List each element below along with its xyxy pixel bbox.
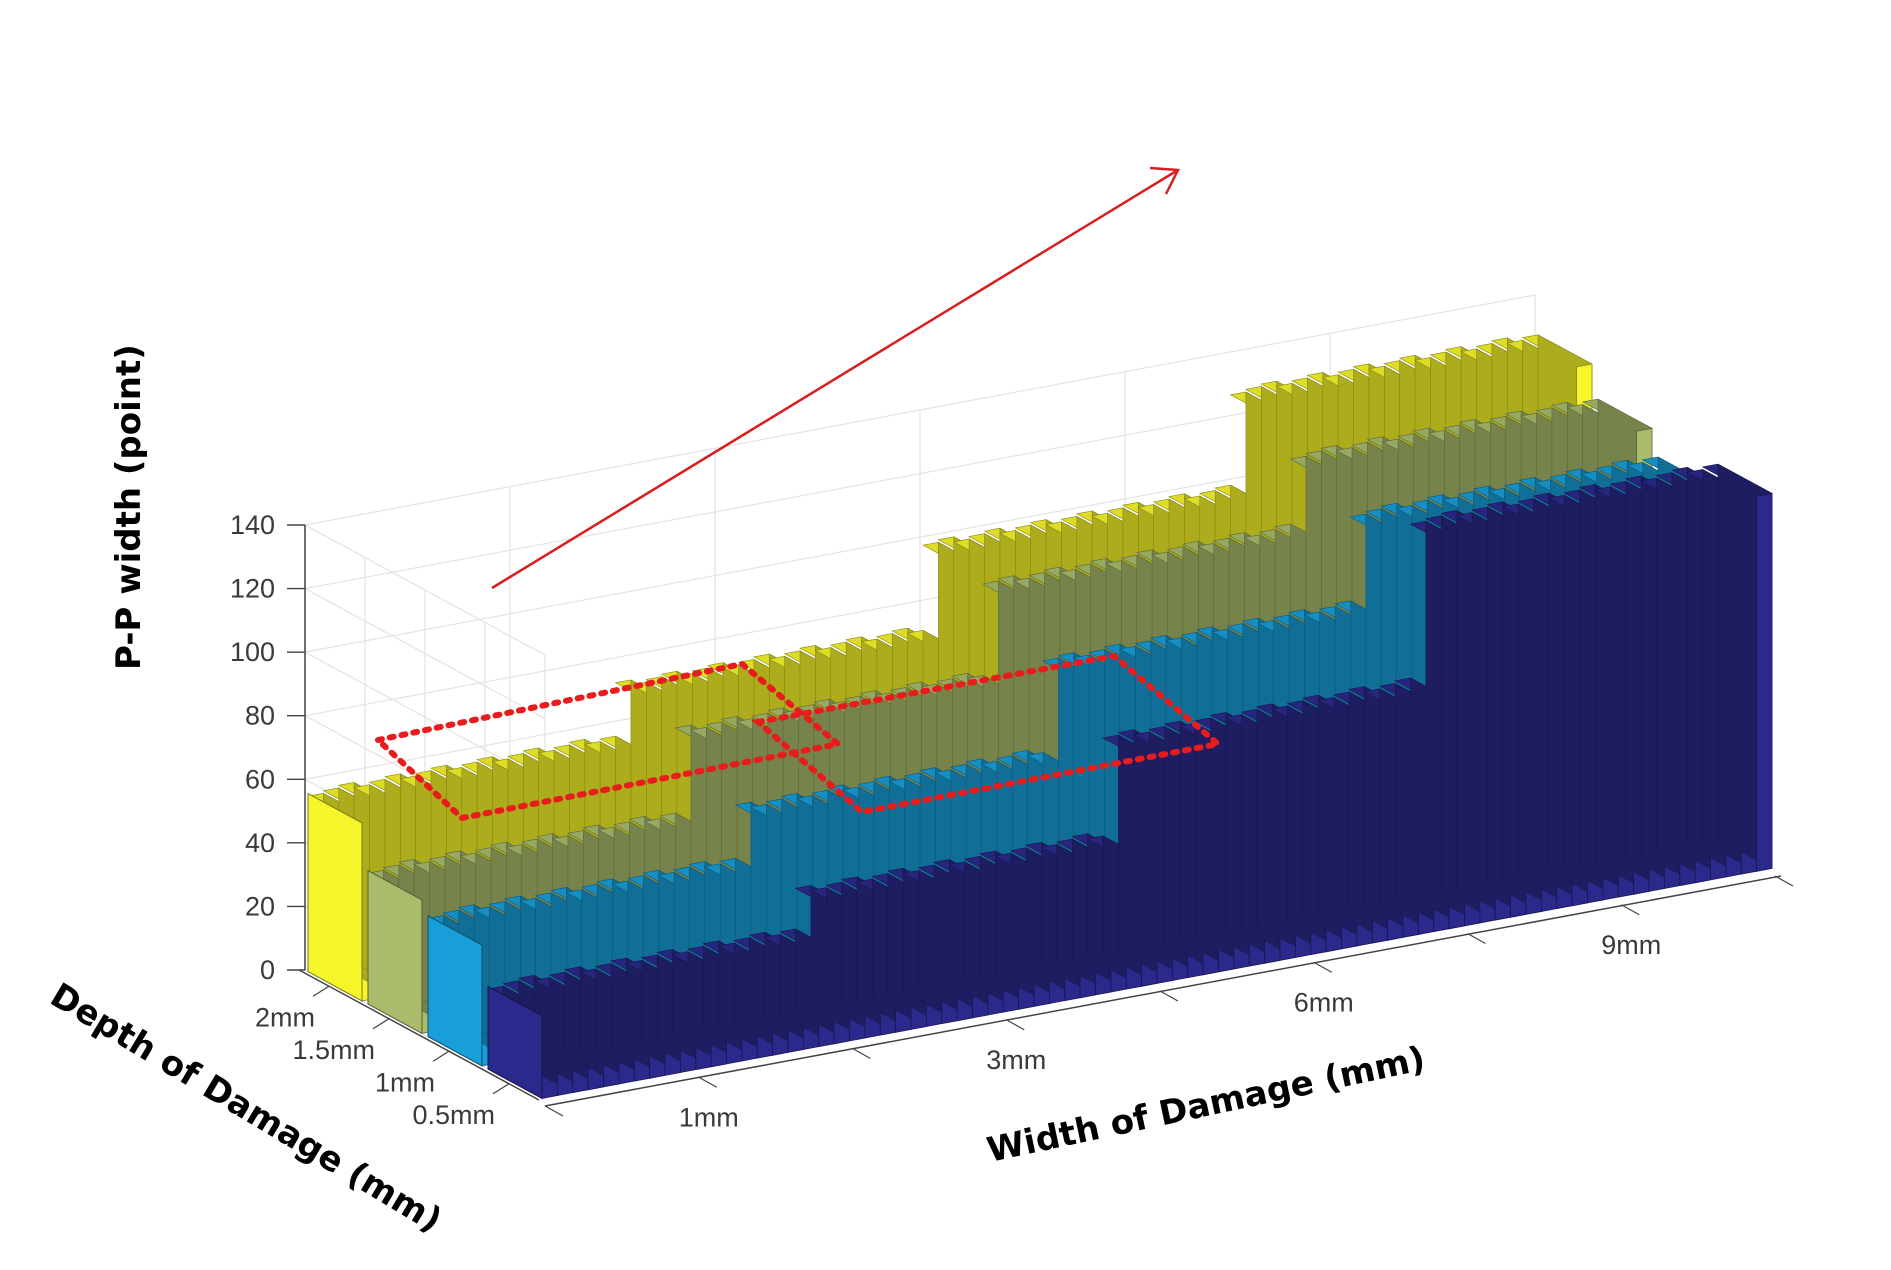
z-axis-ticks: 0 20 40 60 80 100 120 140 <box>230 510 305 985</box>
width-tick-mark <box>1467 932 1486 945</box>
width-tick-mark <box>1620 904 1640 916</box>
depth-tick-mark <box>372 1018 390 1030</box>
width-tick-mark <box>852 1047 871 1060</box>
dashed-highlight-shallow <box>371 660 845 822</box>
trend-arrow-line <box>491 168 1179 590</box>
depth-tick-mark <box>492 1083 510 1095</box>
width-axis-ticks: 1mm 3mm 6mm 9mm <box>544 875 1794 1132</box>
width-axis-line <box>544 875 1782 1107</box>
bar-row-end <box>367 869 423 1035</box>
bar-row-end <box>427 914 483 1067</box>
z-tick-label: 80 <box>245 701 275 731</box>
z-tick-label: 120 <box>230 574 275 604</box>
z-tick-label: 100 <box>230 637 275 667</box>
depth-tick-label: 0.5mm <box>412 1100 495 1130</box>
width-tick-mark <box>1005 1019 1025 1031</box>
width-tick-label: 1mm <box>679 1102 739 1132</box>
z-tick-label: 60 <box>245 764 275 794</box>
bar-row-end <box>307 792 363 1002</box>
depth-tick-label: 1.5mm <box>292 1035 375 1065</box>
width-tick-label: 9mm <box>1601 930 1661 960</box>
width-tick-mark <box>698 1076 718 1088</box>
bar-front <box>1756 492 1773 872</box>
depth-axis-line <box>298 969 540 1101</box>
z-tick-label: 140 <box>230 510 275 540</box>
z-tick-label: 0 <box>260 955 275 985</box>
z-tick-label: 20 <box>245 891 275 921</box>
depth-tick-label: 1mm <box>375 1067 435 1097</box>
dashed-highlight-deep <box>751 652 1225 816</box>
depth-tick-mark <box>312 985 330 997</box>
trend-arrow-head <box>1149 166 1180 195</box>
width-tick-mark <box>1774 875 1794 887</box>
width-tick-label: 6mm <box>1294 987 1354 1017</box>
width-tick-mark <box>1313 961 1333 973</box>
width-axis-title: Width of Damage (mm) <box>984 1039 1429 1171</box>
width-tick-mark <box>1159 990 1179 1002</box>
z-axis-title: P-P width (point) <box>109 344 149 670</box>
width-tick-mark <box>544 1105 564 1117</box>
depth-tick-label: 2mm <box>255 1002 315 1032</box>
depth-tick-mark <box>432 1050 450 1062</box>
bar-row-end <box>487 985 543 1100</box>
annotations <box>371 166 1225 822</box>
z-tick-label: 40 <box>245 828 275 858</box>
bars <box>307 334 1773 1100</box>
width-tick-label: 3mm <box>986 1045 1046 1075</box>
